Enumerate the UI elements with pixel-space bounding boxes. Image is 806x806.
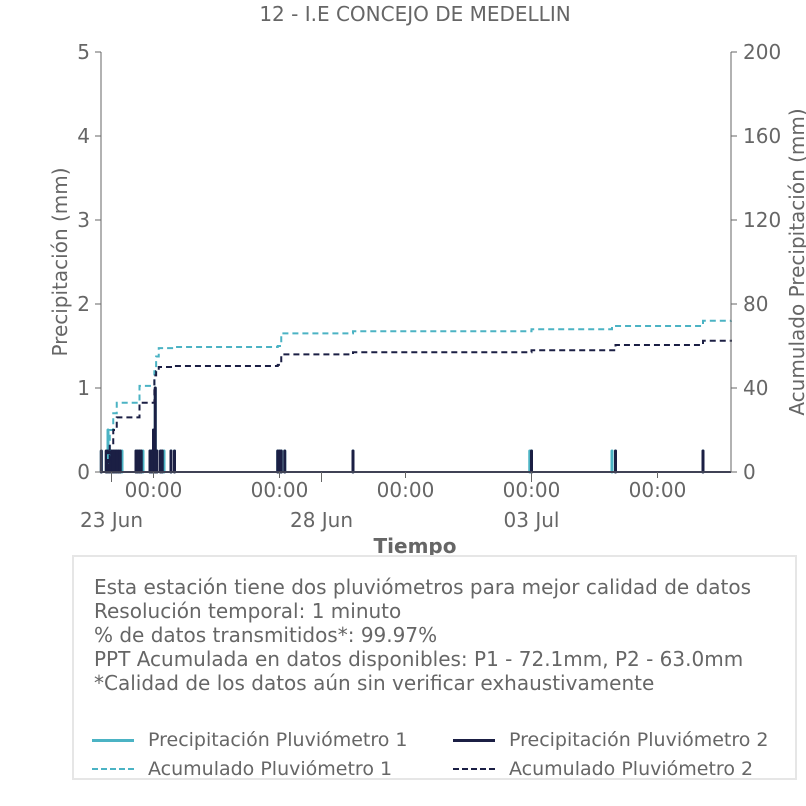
info-line: PPT Acumulada en datos disponibles: P1 -… [94,647,744,671]
legend-item-acum-p1: Acumulado Pluviómetro 1 [92,758,392,780]
x-tick-label: 00:00 [125,478,183,502]
series-0 [99,386,731,474]
legend-label: Acumulado Pluviómetro 1 [148,758,393,780]
y2-tick-label: 200 [743,40,781,64]
y-tick-label: 1 [77,376,90,400]
y2-tick-label: 120 [743,208,781,232]
legend-label: Acumulado Pluviómetro 2 [509,758,754,780]
series-3 [101,339,732,473]
info-line: Resolución temporal: 1 minuto [94,599,402,623]
info-line: *Calidad de los datos aún sin verificar … [94,671,655,695]
legend-item-precip-p2: Precipitación Pluviómetro 2 [453,729,769,751]
x-date-label: 28 Jun [290,508,353,532]
x-tick-label: 00:00 [251,478,309,502]
legend-item-acum-p2: Acumulado Pluviómetro 2 [453,758,753,780]
axes: 0 1 2 3 4 5 0 40 80 120 160 200 00:00 00:00 00:00 00:00… [77,40,781,532]
info-lines: Esta estación tiene dos pluviómetros par… [94,575,751,695]
series-1 [99,386,731,474]
y-tick-label: 3 [77,208,90,232]
legend-swatch [453,738,495,742]
y-tick-label: 0 [77,460,90,484]
y2-tick-label: 80 [743,292,768,316]
x-axis-title: Tiempo [374,534,457,558]
legend-label: Precipitación Pluviómetro 1 [148,729,408,751]
legend-swatch [92,768,134,770]
y-tick-label: 5 [77,40,90,64]
legend-label: Precipitación Pluviómetro 2 [509,729,769,751]
legend-swatch [92,738,134,742]
y2-tick-label: 160 [743,124,781,148]
y-tick-label: 4 [77,124,90,148]
y2-axis-title: Acumulado Precipitación (mm) [785,108,806,415]
y2-tick-label: 0 [743,460,756,484]
x-tick-label: 00:00 [377,478,435,502]
cumulative-line [101,319,732,473]
chart-title: 12 - I.E CONCEJO DE MEDELLIN [259,2,570,26]
info-line: % de datos transmitidos*: 99.97% [94,623,438,647]
cumulative-line [101,339,732,473]
rainfall-chart: 12 - I.E CONCEJO DE MEDELLIN 0 1 2 3 4 5 0 40 80… [48,2,806,558]
series-2 [101,319,732,473]
legend-swatch [453,768,495,770]
plot-area [99,319,732,474]
x-tick-label: 00:00 [629,478,687,502]
y-tick-label: 2 [77,292,90,316]
y2-tick-label: 40 [743,376,768,400]
info-line: Esta estación tiene dos pluviómetros par… [94,575,752,599]
info-box: Esta estación tiene dos pluviómetros par… [72,555,797,780]
x-date-label: 23 Jun [80,508,143,532]
y-axis-title: Precipitación (mm) [48,167,72,356]
x-date-label: 03 Jul [504,508,560,532]
legend-item-precip-p1: Precipitación Pluviómetro 1 [92,729,408,751]
